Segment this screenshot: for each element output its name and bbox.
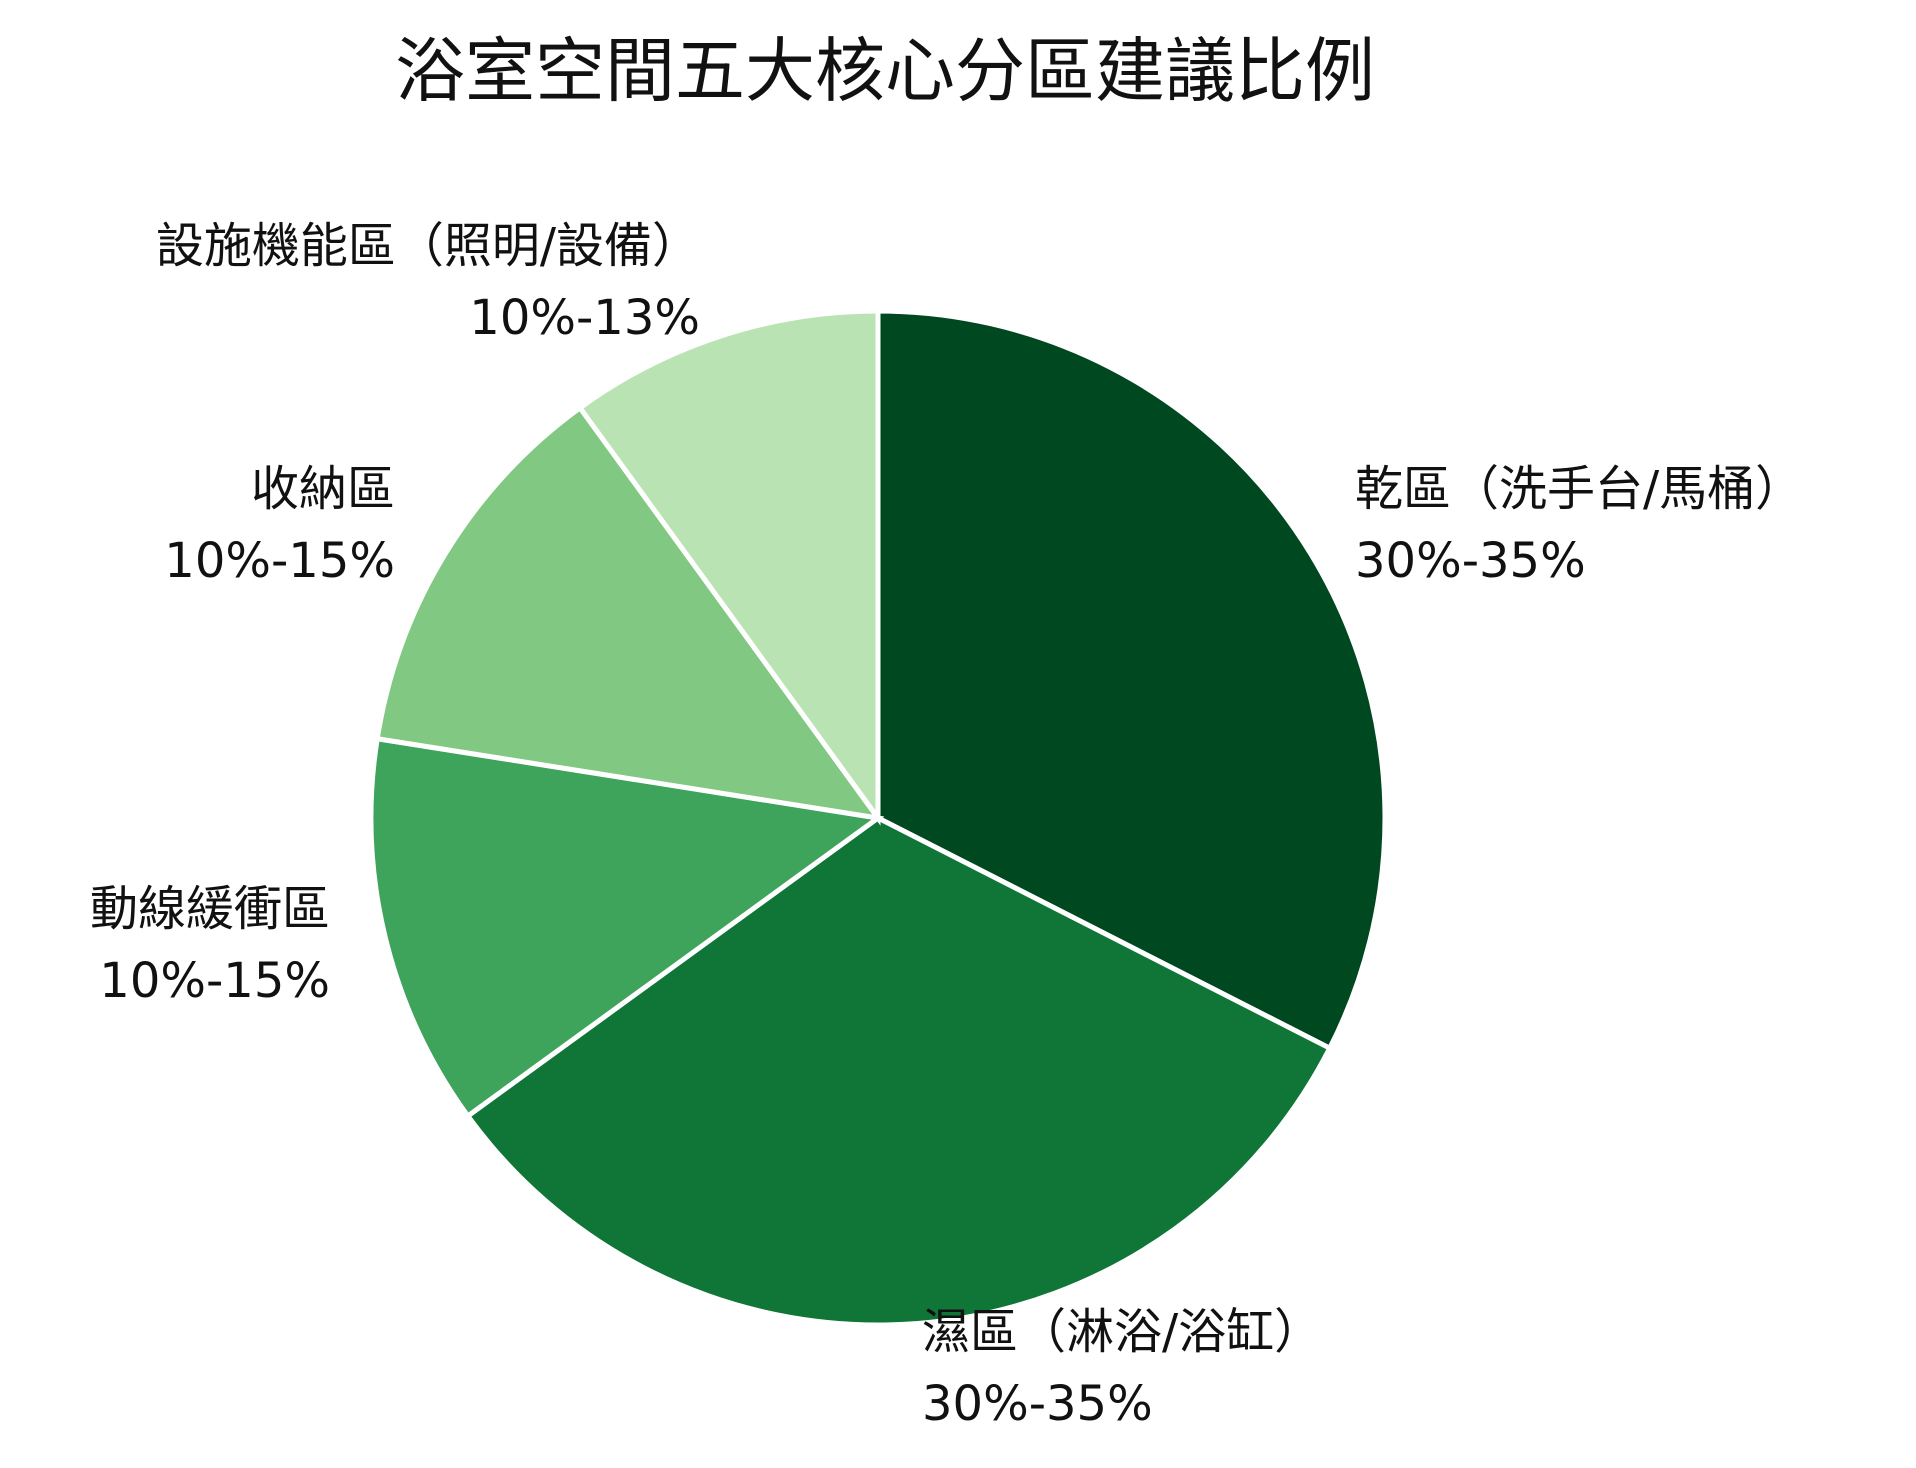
slice-label-dry-zone: 乾區（洗手台/馬桶） bbox=[1355, 461, 1803, 517]
slice-label-wet-zone: 濕區（淋浴/浴缸） bbox=[922, 1304, 1322, 1360]
chart-title: 浴室空間五大核心分區建議比例 bbox=[395, 30, 1375, 112]
pie-slice-storage-zone bbox=[374, 404, 884, 822]
slice-range-wet-zone: 30%-35% bbox=[922, 1376, 1153, 1432]
pie-slice-wet-zone bbox=[464, 815, 1334, 1328]
pie-labels: 乾區（洗手台/馬桶） 30%-35% 濕區（淋浴/浴缸） 30%-35% 動線緩… bbox=[90, 218, 1803, 1432]
pie-slices bbox=[368, 308, 1388, 1328]
slice-label-storage-zone: 收納區 bbox=[251, 461, 395, 517]
slice-range-storage-zone: 10%-15% bbox=[164, 533, 395, 589]
pie-slice-circulation-zone bbox=[368, 735, 885, 1120]
slice-label-circulation-zone: 動線緩衝區 bbox=[90, 881, 330, 937]
slice-label-facility-zone: 設施機能區（照明/設備） bbox=[156, 218, 700, 274]
slice-range-circulation-zone: 10%-15% bbox=[99, 953, 330, 1009]
slice-range-facility-zone: 10%-13% bbox=[469, 290, 700, 346]
pie-slice-facility-zone bbox=[576, 308, 881, 826]
pie-slice-dry-zone bbox=[875, 308, 1388, 1052]
slice-range-dry-zone: 30%-35% bbox=[1355, 533, 1586, 589]
